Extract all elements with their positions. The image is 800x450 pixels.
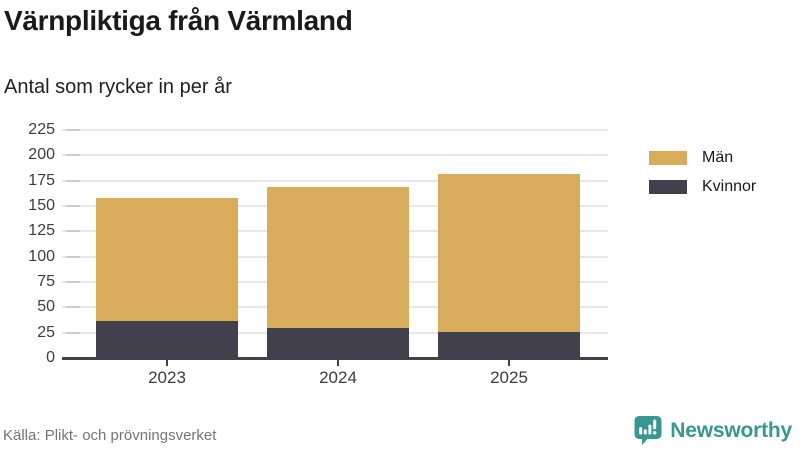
y-tick-mark — [66, 230, 80, 233]
y-tick-mark — [66, 281, 80, 284]
bar-2023 — [96, 197, 238, 358]
gridline — [62, 179, 608, 182]
y-tick-mark — [66, 179, 80, 182]
x-tick-label: 2023 — [148, 368, 186, 387]
y-tick-label: 75 — [37, 273, 55, 291]
y-tick-mark — [66, 129, 80, 132]
y-tick-mark — [66, 331, 80, 334]
legend-item: Kvinnor — [649, 178, 756, 196]
bar-segment-men — [267, 186, 409, 328]
y-tick-label: 175 — [28, 171, 55, 189]
x-tick-label: 2025 — [490, 368, 528, 387]
source-note: Källa: Plikt- och prövningsverket — [3, 427, 217, 444]
x-axis-line — [62, 357, 608, 360]
legend-label: Kvinnor — [702, 178, 757, 195]
bar-segment-men — [438, 173, 580, 332]
chart-subtitle: Antal som rycker in per år — [4, 76, 232, 98]
x-tick-mark — [508, 359, 510, 366]
y-tick-label: 50 — [37, 298, 55, 316]
brand-name: Newsworthy — [670, 418, 792, 442]
legend-label: Män — [702, 149, 734, 166]
legend-swatch — [649, 180, 687, 194]
gridline — [62, 129, 608, 132]
y-tick-label: 200 — [28, 146, 55, 164]
y-tick-mark — [66, 205, 80, 208]
bar-2024 — [267, 186, 409, 358]
y-tick-label: 125 — [28, 222, 55, 240]
bar-2025 — [438, 173, 580, 358]
x-tick-mark — [166, 359, 168, 366]
legend-swatch — [649, 151, 687, 165]
y-tick-label: 0 — [46, 349, 55, 366]
brand-logo: Newsworthy — [634, 415, 792, 446]
y-tick-label: 100 — [28, 247, 55, 265]
bar-segment-men — [96, 197, 238, 321]
y-tick-label: 25 — [37, 323, 55, 341]
y-tick-mark — [66, 255, 80, 258]
y-axis-labels: 0 25 50 75 100 125 150 175 200 225 — [0, 121, 55, 366]
bar-segment-women — [438, 331, 580, 358]
y-tick-mark — [66, 154, 80, 157]
x-tick-label: 2024 — [319, 368, 357, 387]
chart-title: Värnpliktiga från Värmland — [4, 5, 353, 36]
newsworthy-icon — [634, 415, 663, 446]
legend-item: Män — [649, 149, 756, 167]
gridline — [62, 154, 608, 157]
y-tick-mark — [66, 306, 80, 309]
bar-segment-women — [96, 320, 238, 358]
bar-segment-women — [267, 327, 409, 358]
legend: Män Kvinnor — [649, 149, 756, 196]
x-tick-mark — [337, 359, 339, 366]
y-tick-label: 225 — [28, 121, 55, 139]
y-tick-label: 150 — [28, 197, 55, 215]
plot-area — [62, 122, 608, 360]
